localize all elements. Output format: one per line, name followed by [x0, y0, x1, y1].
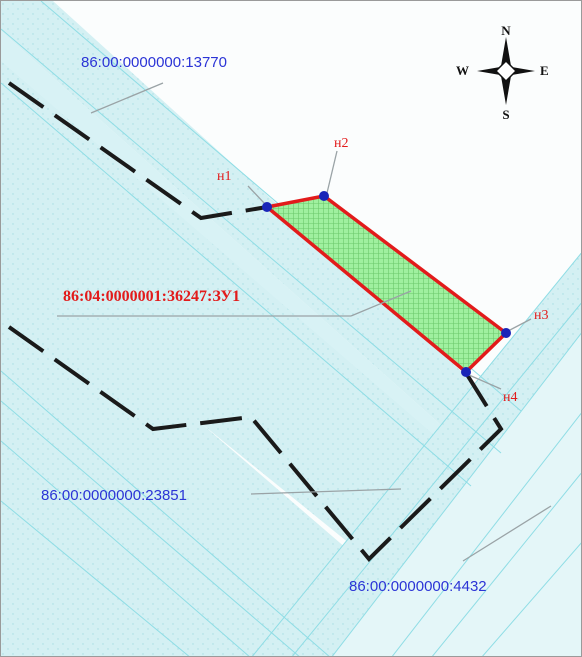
parcel-label-middle: 86:00:0000000:23851 — [41, 487, 187, 504]
compass-n: N — [501, 23, 511, 38]
leader-south — [462, 505, 552, 562]
dashed-boundaries — [7, 81, 504, 562]
point-label-n4: н4 — [503, 390, 518, 405]
point-label-n3: н3 — [534, 308, 549, 323]
compass-center — [494, 59, 518, 83]
zone-left — [1, 61, 441, 561]
leader-lines — [57, 82, 552, 562]
leader-middle — [250, 488, 402, 495]
parcel-label-north: 86:00:0000000:13770 — [81, 54, 227, 71]
vertex-n1 — [262, 202, 272, 212]
point-label-n1: н1 — [217, 169, 232, 184]
parcel-label-subject: 86:04:0000001:36247:ЗУ1 — [63, 288, 240, 305]
compass-rose: N S W E — [456, 23, 549, 122]
leader-n4 — [468, 374, 502, 390]
dashed-boundary-lower — [7, 325, 504, 562]
strip-upper — [1, 1, 516, 461]
vertex-n2 — [319, 191, 329, 201]
leader-n3 — [507, 318, 532, 332]
vertices — [262, 191, 511, 377]
parcel-label-south: 86:00:0000000:4432 — [349, 578, 487, 595]
vertex-n4 — [461, 367, 471, 377]
zone-lower-left — [1, 251, 361, 656]
vertex-n3 — [501, 328, 511, 338]
dashed-boundary-upper — [7, 81, 268, 221]
leader-n2 — [326, 150, 338, 194]
point-label-n2: н2 — [334, 136, 349, 151]
leader-north — [90, 82, 164, 114]
compass-s: S — [502, 107, 509, 122]
leader-subject-tail — [350, 290, 412, 317]
leader-n1 — [247, 185, 266, 205]
compass-w: W — [456, 63, 469, 78]
compass-e: E — [540, 63, 549, 78]
